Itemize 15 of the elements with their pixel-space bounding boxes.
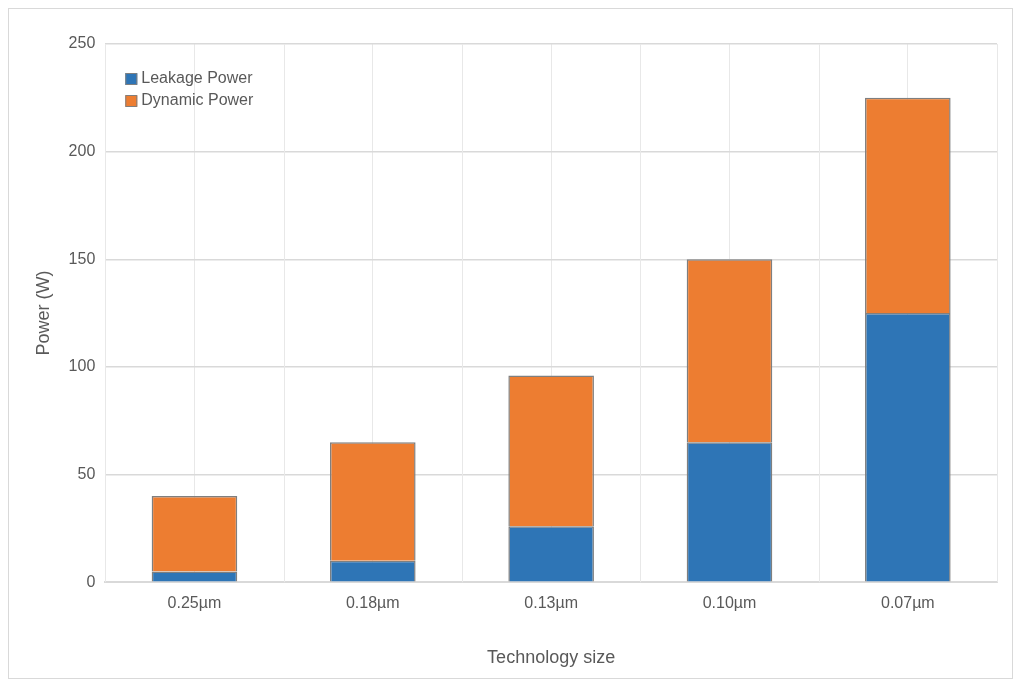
x-tick-label: 0.07µm	[880, 594, 935, 612]
legend-label: Leakage Power	[141, 69, 254, 87]
y-axis-title: Power (W)	[32, 270, 53, 356]
x-axis-title: Technology size	[487, 647, 616, 668]
y-tick-label: 0	[86, 572, 96, 590]
x-tick-label: 0.13µm	[524, 594, 578, 612]
x-tick-label: 0.18µm	[345, 594, 400, 612]
y-tick-label: 250	[68, 34, 96, 52]
x-tick-label: 0.25µm	[167, 594, 222, 612]
y-tick-label: 100	[68, 357, 96, 375]
legend-label: Dynamic Power	[141, 91, 254, 109]
y-tick-label: 150	[68, 249, 96, 267]
y-tick-label: 200	[68, 142, 96, 160]
x-tick-label: 0.10µm	[702, 594, 757, 612]
y-tick-label: 50	[77, 464, 96, 482]
